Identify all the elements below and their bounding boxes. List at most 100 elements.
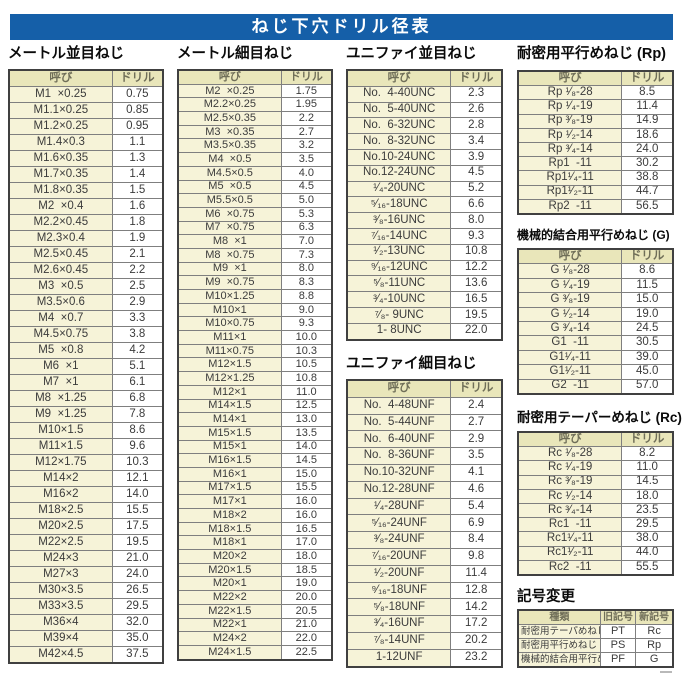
table-row: Rp1¹⁄₄-11 38.8 — [517, 170, 674, 186]
drill-value-cell: 0.85 — [111, 102, 164, 119]
table-row: Rp ³⁄₄-14 24.0 — [517, 141, 674, 158]
table-row: M3 ×0.35 2.7 — [177, 124, 333, 140]
drill-value-cell: 15.5 — [280, 480, 333, 496]
drill-value-cell: 15.0 — [280, 466, 333, 482]
thread-name-cell: M22×1 — [177, 617, 282, 633]
drill-value-cell: 22.0 — [450, 322, 503, 341]
drill-value-cell: 57.0 — [621, 378, 674, 395]
drill-value-cell: 4.1 — [450, 463, 503, 482]
table-row: M16×1.5 14.5 — [177, 453, 333, 468]
table-row: M10×1.5 8.6 — [8, 422, 164, 439]
drill-value-cell: 3.8 — [111, 326, 164, 343]
table-row: M14×1.5 12.5 — [177, 398, 333, 414]
thread-name-cell: M14×1 — [177, 412, 282, 427]
table-row: M8 ×0.75 7.3 — [177, 247, 333, 263]
drill-value-cell: 44.0 — [621, 545, 674, 561]
drill-value-cell: 1.5 — [111, 182, 164, 199]
drill-value-cell: 19.0 — [280, 576, 333, 592]
drill-value-cell: 29.5 — [621, 517, 674, 533]
table-row: Rc ¹⁄₂-14 18.0 — [517, 488, 674, 504]
thread-name-cell: M9 ×1 — [177, 261, 282, 277]
rc-thread-table: 呼び ドリル Rc ¹⁄₈-28 8.2 Rc ¹⁄₄-19 11.0 Rc ³⁄₈-19 1… — [517, 431, 674, 576]
thread-name-cell: M16×1 — [177, 466, 282, 482]
drill-value-cell: 2.2 — [280, 111, 333, 126]
table-row: G1¹⁄₄-11 39.0 — [517, 349, 674, 366]
drill-value-cell: 18.0 — [621, 488, 674, 504]
table-row: M24×3 21.0 — [8, 550, 164, 567]
thread-name-cell: ³⁄₈-16UNC — [346, 212, 452, 229]
table-row: Rc1 -11 29.5 — [517, 517, 674, 533]
thread-name-cell: ⁹⁄₁₆-12UNC — [346, 259, 452, 277]
drill-value-cell: 16.0 — [280, 494, 333, 509]
thread-name-cell: M1.2×0.25 — [8, 118, 113, 135]
table-row: ⁷⁄₁₆-14UNC 9.3 — [346, 227, 503, 245]
drill-value-cell: 6.3 — [280, 220, 333, 236]
drill-value-cell: 1.75 — [280, 83, 333, 99]
table-row: ⁹⁄₁₆-18UNF 12.8 — [346, 581, 503, 600]
thread-name-cell: M3.5×0.6 — [8, 294, 113, 311]
thread-name-cell: M30×3.5 — [8, 582, 113, 599]
table-row: M9 ×0.75 8.3 — [177, 275, 333, 290]
thread-name-cell: Rc ³⁄₈-19 — [517, 474, 623, 490]
drill-value-cell: 19.5 — [111, 534, 164, 551]
thread-name-cell: ³⁄₄-10UNC — [346, 291, 452, 308]
table-row: Rc ³⁄₄-14 23.5 — [517, 502, 674, 519]
table-row: M9 ×1.25 7.8 — [8, 406, 164, 423]
table-row: ¹⁄₄-28UNF 5.4 — [346, 497, 503, 516]
table-row: M11×0.75 10.3 — [177, 343, 333, 359]
drill-value-cell: 5.4 — [450, 497, 503, 516]
table-row: G1¹⁄₂-11 45.0 — [517, 364, 674, 380]
thread-name-cell: M4 ×0.7 — [8, 310, 113, 327]
drill-value-cell: 10.8 — [450, 243, 503, 261]
drill-value-cell: 11.0 — [621, 460, 674, 476]
thread-name-cell: No.10-32UNF — [346, 463, 452, 482]
table-row: M6 ×0.75 5.3 — [177, 206, 333, 222]
thread-name-cell: M12×1.25 — [177, 371, 282, 386]
table-row: ³⁄₈-16UNC 8.0 — [346, 212, 503, 229]
section-title-g-thread: 機械的結合用平行めねじ (G) — [517, 228, 670, 242]
thread-name-cell: M2.5×0.45 — [8, 246, 113, 263]
thread-name-cell: Rc1¹⁄₂-11 — [517, 545, 623, 561]
table-row: 耐密用テーパめねじ PT Rc — [517, 624, 674, 640]
rp-thread-table: 呼び ドリル Rp ¹⁄₈-28 8.5 Rp ¹⁄₄-19 11.4 Rp ³⁄₈-19 1… — [517, 70, 674, 215]
drill-value-cell: 11.4 — [621, 99, 674, 115]
table-row: No.10-24UNC 3.9 — [346, 148, 503, 166]
table-row: ⁵⁄₈-18UNF 14.2 — [346, 598, 503, 617]
drill-value-cell: 16.0 — [280, 508, 333, 523]
drill-value-cell: 8.4 — [450, 531, 503, 549]
column-header: 呼び — [346, 379, 452, 398]
drill-value-cell: 9.3 — [450, 227, 503, 245]
drill-value-cell: 0.75 — [111, 86, 164, 103]
drill-value-cell: 24.0 — [621, 141, 674, 158]
table-row: M22×1 21.0 — [177, 617, 333, 633]
thread-name-cell: G ¹⁄₈-28 — [517, 263, 623, 279]
thread-name-cell: M16×2 — [8, 486, 113, 503]
table-row: No. 4-40UNC 2.3 — [346, 85, 503, 103]
drill-value-cell: 14.9 — [621, 113, 674, 129]
table-row: ⁹⁄₁₆-12UNC 12.2 — [346, 259, 503, 277]
thread-name-cell: M12×1 — [177, 384, 282, 400]
section-title-symbol-change: 記号変更 — [517, 589, 575, 605]
header-row: 呼び ドリル — [346, 69, 503, 87]
table-row: Rp1 -11 30.2 — [517, 156, 674, 172]
drill-value-cell: PT — [599, 624, 637, 640]
thread-name-cell: M1.1×0.25 — [8, 102, 113, 119]
drill-value-cell: 44.7 — [621, 184, 674, 200]
thread-name-cell: 耐密用平行めねじ — [517, 638, 601, 654]
table-row: M24×1.5 22.5 — [177, 644, 333, 661]
thread-name-cell: M7 ×1 — [8, 374, 113, 391]
table-row: No. 5-44UNF 2.7 — [346, 413, 503, 432]
drill-value-cell: 2.6 — [450, 101, 503, 119]
drill-value-cell: 26.5 — [111, 582, 164, 599]
thread-name-cell: M5 ×0.8 — [8, 342, 113, 359]
table-row: M4 ×0.7 3.3 — [8, 310, 164, 327]
drill-value-cell: 2.2 — [111, 262, 164, 279]
drill-value-cell: 23.2 — [450, 648, 503, 668]
table-row: M36×4 32.0 — [8, 614, 164, 631]
drill-value-cell: 14.0 — [280, 439, 333, 455]
drill-value-cell: 19.5 — [450, 306, 503, 324]
thread-name-cell: ¹⁄₂-13UNC — [346, 243, 452, 261]
page-title: ねじ下穴ドリル径表 — [10, 14, 673, 40]
table-row: M9 ×1 8.0 — [177, 261, 333, 277]
unified-coarse-table: 呼び ドリル No. 4-40UNC 2.3 No. 5-40UNC 2.6 No. 6-3… — [346, 69, 503, 341]
